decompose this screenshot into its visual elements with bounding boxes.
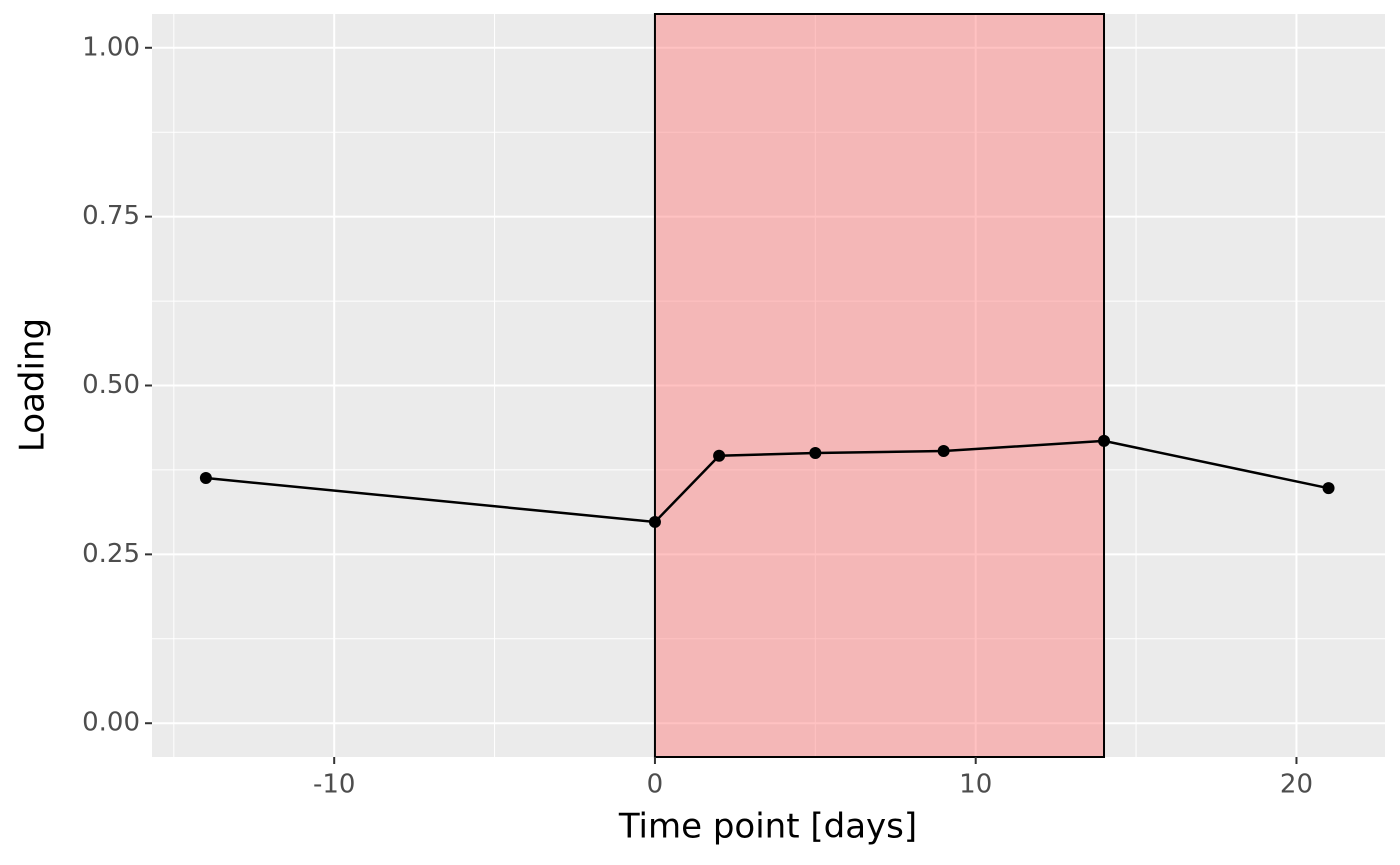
point	[937, 445, 950, 458]
x-tick-label: 10	[959, 770, 992, 800]
x-axis-title: Time point [days]	[618, 807, 917, 847]
y-tick-label: 0.75	[82, 201, 140, 231]
y-tick-label: 0.25	[82, 539, 140, 569]
point	[809, 447, 822, 460]
x-tick-label: -10	[313, 770, 355, 800]
y-tick-label: 0.50	[82, 370, 140, 400]
y-axis-title: Loading	[13, 318, 53, 452]
y-tick-label: 0.00	[82, 708, 140, 738]
point	[199, 472, 212, 485]
point	[713, 449, 726, 462]
point	[1322, 482, 1335, 495]
x-tick-label: 20	[1280, 770, 1313, 800]
point	[1098, 434, 1111, 447]
highlight-region	[653, 13, 1106, 758]
y-tick-label: 1.00	[82, 32, 140, 62]
x-tick-label: 0	[647, 770, 664, 800]
point	[648, 515, 661, 528]
marks	[199, 13, 1335, 758]
